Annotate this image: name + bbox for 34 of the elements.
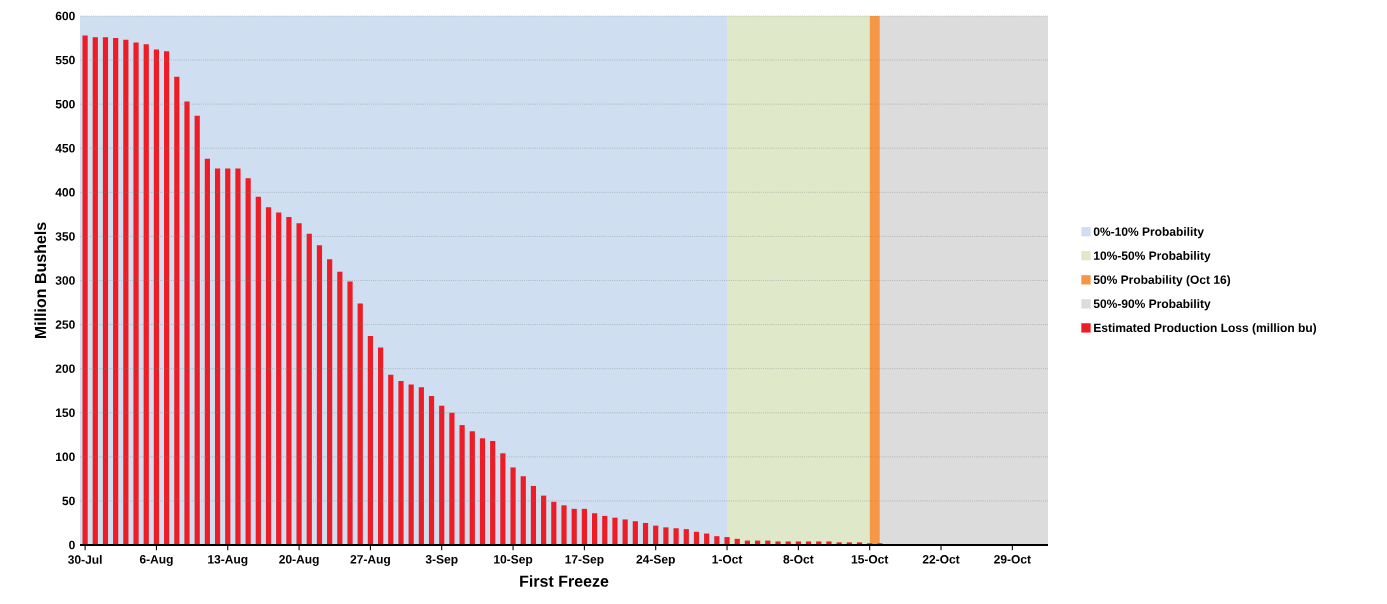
y-axis-title: Million Bushels <box>34 222 47 339</box>
y-tick-label: 100 <box>56 452 75 462</box>
y-tick-label: 550 <box>55 55 75 65</box>
y-tick-label: 400 <box>55 188 75 197</box>
legend-label: 50% Probability (Oct 16) <box>1093 275 1231 287</box>
x-tick-label: 8-Oct <box>783 555 814 564</box>
x-tick-label: 15-Oct <box>851 555 889 564</box>
x-tick-label: 30-Jul <box>68 555 102 564</box>
y-tick-label: 500 <box>55 99 75 109</box>
x-tick-label: 17-Sep <box>565 555 604 566</box>
y-tick-label: 50 <box>62 496 75 506</box>
x-tick-label: 20-Aug <box>279 555 319 566</box>
x-tick-label: 27-Aug <box>350 555 390 566</box>
legend-label: Estimated Production Loss (million bu) <box>1094 323 1317 335</box>
x-tick-label: 10-Sep <box>494 555 533 566</box>
legend-label: 10%-50% Probability <box>1094 251 1211 263</box>
y-tick-label: 350 <box>55 232 75 241</box>
y-tick-label: 250 <box>55 320 75 329</box>
y-tick-label: 450 <box>55 144 75 153</box>
y-tick-label: 150 <box>56 408 75 418</box>
y-tick-label: 200 <box>55 364 75 373</box>
x-tick-label: 22-Oct <box>922 555 960 564</box>
legend-label: 50%-90% Probability <box>1093 299 1211 311</box>
x-tick-label: 6-Aug <box>139 555 173 566</box>
x-tick-label: 13-Aug <box>208 555 248 566</box>
x-tick-label: 29-Oct <box>994 555 1031 564</box>
x-tick-label: 1-Oct <box>712 555 743 564</box>
y-tick-label: 300 <box>55 276 75 285</box>
y-tick-label: 0 <box>69 540 75 550</box>
x-axis-title: First Freeze <box>520 575 609 587</box>
legend-label: 0%-10% Probability <box>1093 227 1204 239</box>
x-tick-label: 3-Sep <box>425 555 458 566</box>
x-tick-label: 24-Sep <box>636 555 675 566</box>
y-tick-label: 600 <box>55 11 75 21</box>
